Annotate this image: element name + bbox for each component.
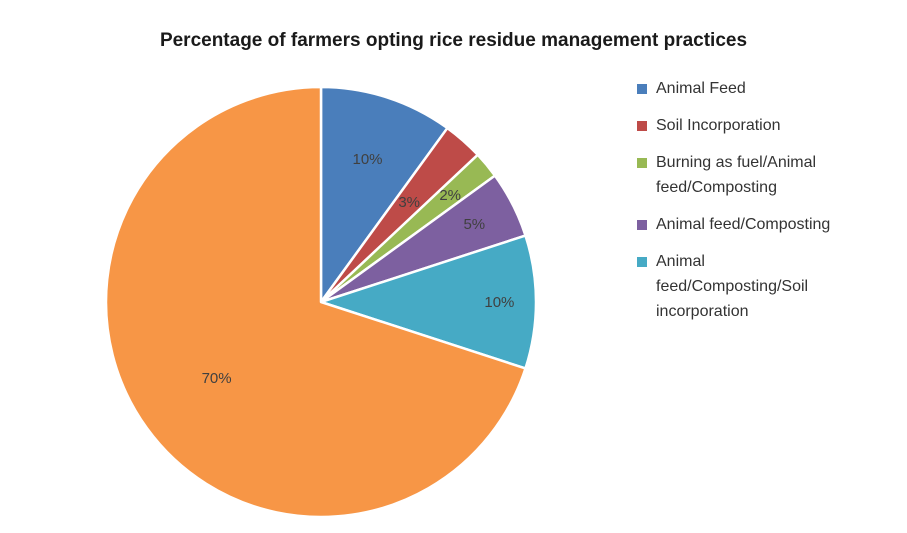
chart-title: Percentage of farmers opting rice residu… [159,30,748,51]
legend-swatch [637,121,647,131]
legend-item: Burning as fuel/Animal feed/Composting [636,150,898,200]
legend-item: Animal feed/Composting/Soil incorporation [636,249,898,324]
legend-item: Animal feed/Composting [636,212,898,237]
pie-slice [104,85,527,519]
legend-label: Animal feed/Composting [656,216,831,233]
legend-label: incorporation [656,303,749,320]
legend: Animal Feed Soil Incorporation Burning as … [636,76,898,336]
legend-item: Soil Incorporation [636,113,898,138]
data-label: 3% [398,194,420,211]
legend-swatch [637,220,647,230]
legend-label: feed/Composting/Soil [656,278,809,295]
legend-label: Animal [656,253,705,270]
data-label: 10% [484,294,514,311]
legend-label: feed/Composting [656,179,777,196]
data-label: 5% [463,216,485,233]
data-label: 2% [439,187,461,204]
legend-label: Soil Incorporation [656,117,781,134]
legend-swatch [637,84,647,94]
legend-item: Animal Feed [636,76,898,101]
data-label: 70% [202,370,232,387]
pie-slice [319,234,538,370]
data-label: 10% [352,151,382,168]
legend-swatch [637,158,647,168]
legend-label: Burning as fuel/Animal [656,154,817,171]
legend-swatch [637,257,647,267]
legend-label: Animal Feed [656,80,746,97]
pie-slice [319,85,449,304]
